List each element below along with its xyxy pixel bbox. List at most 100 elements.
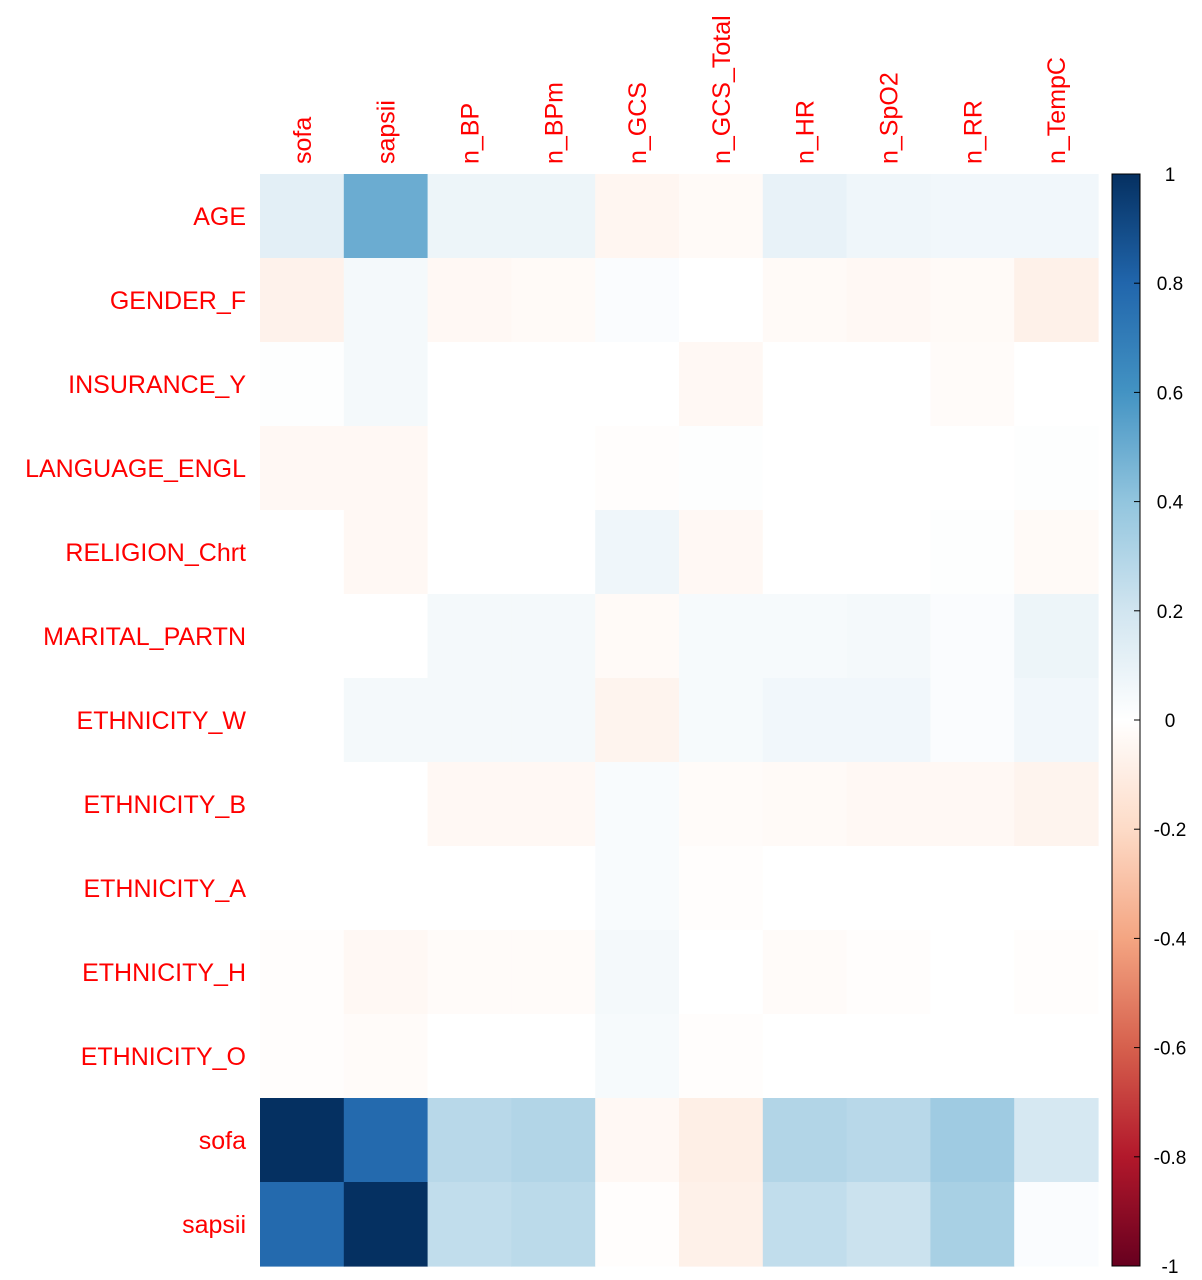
colorbar-tick-label: 0 bbox=[1165, 711, 1176, 732]
heatmap-cell-4-7 bbox=[846, 510, 931, 595]
heatmap-cell-0-1 bbox=[343, 174, 429, 259]
column-label: n_SpO2 bbox=[876, 72, 904, 164]
heatmap-cell-0-8 bbox=[930, 174, 1015, 259]
column-labels: sofa sapsii n_BP n_BPm n_GCS n_GCS_Total n_HR n… bbox=[289, 15, 1071, 164]
heatmap-cell-1-9 bbox=[1014, 258, 1099, 343]
heatmap-cell-9-2 bbox=[427, 930, 512, 1015]
heatmap-cell-10-9 bbox=[1014, 1014, 1099, 1099]
heatmap-cell-4-5 bbox=[679, 510, 764, 595]
heatmap-cell-2-1 bbox=[343, 342, 429, 427]
heatmap-cell-1-5 bbox=[679, 258, 764, 343]
heatmap-cell-1-6 bbox=[762, 258, 848, 343]
heatmap-cell-11-4 bbox=[595, 1098, 680, 1183]
column-label: n_BPm bbox=[540, 82, 568, 164]
heatmap-cell-5-1 bbox=[343, 594, 429, 679]
row-label: sapsii bbox=[182, 1211, 246, 1239]
heatmap-cell-6-5 bbox=[679, 678, 764, 763]
heatmap-cells bbox=[260, 174, 1099, 1267]
heatmap-cell-8-6 bbox=[762, 846, 848, 931]
heatmap-cell-1-4 bbox=[595, 258, 680, 343]
heatmap-cell-11-0 bbox=[260, 1098, 345, 1183]
heatmap-cell-7-0 bbox=[260, 762, 345, 847]
heatmap-cell-6-6 bbox=[762, 678, 848, 763]
heatmap-cell-3-0 bbox=[260, 426, 345, 511]
heatmap-cell-9-6 bbox=[762, 930, 848, 1015]
heatmap-cell-6-8 bbox=[930, 678, 1015, 763]
heatmap-cell-8-5 bbox=[679, 846, 764, 931]
heatmap-cell-0-0 bbox=[260, 174, 345, 259]
heatmap-cell-12-8 bbox=[930, 1182, 1015, 1267]
heatmap-cell-11-2 bbox=[427, 1098, 512, 1183]
heatmap-cell-0-2 bbox=[427, 174, 512, 259]
heatmap-cell-7-7 bbox=[846, 762, 931, 847]
heatmap-cell-7-9 bbox=[1014, 762, 1099, 847]
heatmap-cell-12-7 bbox=[846, 1182, 931, 1267]
column-label: n_RR bbox=[959, 100, 987, 164]
heatmap-cell-8-9 bbox=[1014, 846, 1099, 931]
colorbar-tick-label: -0.8 bbox=[1154, 1148, 1187, 1169]
heatmap-cell-6-7 bbox=[846, 678, 931, 763]
heatmap-cell-6-0 bbox=[260, 678, 345, 763]
heatmap-cell-4-3 bbox=[511, 510, 596, 595]
heatmap-cell-7-3 bbox=[511, 762, 596, 847]
heatmap-cell-6-1 bbox=[343, 678, 429, 763]
heatmap-cell-2-3 bbox=[511, 342, 596, 427]
heatmap-cell-10-6 bbox=[762, 1014, 848, 1099]
heatmap-cell-12-5 bbox=[679, 1182, 764, 1267]
heatmap-cell-2-0 bbox=[260, 342, 345, 427]
colorbar-tick-label: 0.4 bbox=[1157, 493, 1184, 514]
heatmap-cell-5-9 bbox=[1014, 594, 1099, 679]
heatmap-cell-5-5 bbox=[679, 594, 764, 679]
heatmap-cell-3-6 bbox=[762, 426, 848, 511]
heatmap-cell-10-4 bbox=[595, 1014, 680, 1099]
heatmap-cell-11-8 bbox=[930, 1098, 1015, 1183]
heatmap-cell-8-2 bbox=[427, 846, 512, 931]
heatmap-cell-10-3 bbox=[511, 1014, 596, 1099]
row-label: ETHNICITY_O bbox=[81, 1043, 246, 1071]
heatmap-cell-0-4 bbox=[595, 174, 680, 259]
colorbar-tick-label: -0.6 bbox=[1154, 1039, 1187, 1060]
heatmap-cell-11-9 bbox=[1014, 1098, 1099, 1183]
heatmap-cell-3-5 bbox=[679, 426, 764, 511]
row-label: RELIGION_Chrt bbox=[65, 539, 246, 567]
heatmap-cell-4-0 bbox=[260, 510, 345, 595]
colorbar-tick-label: -0.2 bbox=[1154, 820, 1187, 841]
heatmap-cell-5-8 bbox=[930, 594, 1015, 679]
heatmap-cell-7-8 bbox=[930, 762, 1015, 847]
heatmap-cell-11-1 bbox=[343, 1098, 429, 1183]
heatmap-cell-4-9 bbox=[1014, 510, 1099, 595]
heatmap-cell-9-8 bbox=[930, 930, 1015, 1015]
heatmap-cell-12-1 bbox=[343, 1182, 429, 1267]
heatmap-cell-11-5 bbox=[679, 1098, 764, 1183]
column-label: n_BP bbox=[457, 103, 485, 164]
heatmap-cell-8-7 bbox=[846, 846, 931, 931]
heatmap-cell-12-9 bbox=[1014, 1182, 1099, 1267]
heatmap-cell-5-4 bbox=[595, 594, 680, 679]
heatmap-cell-0-3 bbox=[511, 174, 596, 259]
heatmap-cell-3-9 bbox=[1014, 426, 1099, 511]
heatmap-cell-10-0 bbox=[260, 1014, 345, 1099]
heatmap-cell-2-8 bbox=[930, 342, 1015, 427]
heatmap-cell-6-4 bbox=[595, 678, 680, 763]
heatmap-cell-5-3 bbox=[511, 594, 596, 679]
heatmap-cell-4-8 bbox=[930, 510, 1015, 595]
heatmap-cell-2-6 bbox=[762, 342, 848, 427]
heatmap-cell-1-7 bbox=[846, 258, 931, 343]
heatmap-cell-0-5 bbox=[679, 174, 764, 259]
heatmap-cell-12-6 bbox=[762, 1182, 848, 1267]
heatmap-cell-0-6 bbox=[762, 174, 848, 259]
colorbar-tick-label: -0.4 bbox=[1154, 929, 1187, 950]
heatmap-cell-9-1 bbox=[343, 930, 429, 1015]
heatmap-cell-9-3 bbox=[511, 930, 596, 1015]
heatmap-cell-3-2 bbox=[427, 426, 512, 511]
heatmap-cell-7-4 bbox=[595, 762, 680, 847]
row-label: LANGUAGE_ENGL bbox=[25, 455, 246, 483]
heatmap-cell-10-5 bbox=[679, 1014, 764, 1099]
heatmap-cell-7-6 bbox=[762, 762, 848, 847]
heatmap-cell-8-3 bbox=[511, 846, 596, 931]
heatmap-cell-12-0 bbox=[260, 1182, 345, 1267]
column-label: sapsii bbox=[373, 100, 401, 164]
heatmap-cell-7-2 bbox=[427, 762, 512, 847]
heatmap-cell-9-5 bbox=[679, 930, 764, 1015]
heatmap-cell-3-3 bbox=[511, 426, 596, 511]
